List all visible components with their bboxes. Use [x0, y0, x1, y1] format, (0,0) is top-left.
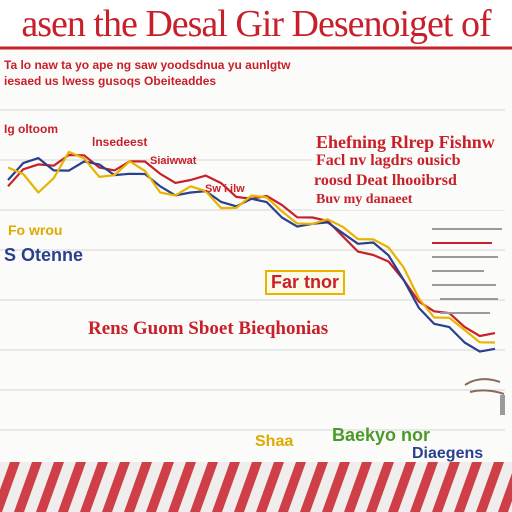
callout-line-4: Buv my danaeet [316, 192, 413, 207]
hatch-stripe [366, 462, 394, 512]
hatch-stripe [168, 462, 196, 512]
annotation-center-box: Far tnor [265, 270, 346, 295]
hatch-stripe [410, 462, 438, 512]
hatch-stripe [278, 462, 306, 512]
annotation-bottom-yellow: Shaa [255, 433, 294, 450]
hatch-stripe [190, 462, 218, 512]
title-banner: asen the Desal Gir Desenoiget of [0, 0, 512, 46]
hatch-stripe [146, 462, 174, 512]
side-note-line [432, 242, 492, 244]
hatch-stripe [256, 462, 284, 512]
side-note-line [440, 312, 490, 314]
callout-line-1: Ehefning Rlrep Fishnw [316, 132, 495, 152]
hatch-stripe [58, 462, 86, 512]
annotation-mid-center: Siaiwwat [150, 155, 197, 167]
hatch-stripe [344, 462, 372, 512]
hatch-stripe [212, 462, 240, 512]
side-note-line [432, 228, 502, 230]
side-note-line [440, 298, 498, 300]
callout-line-2: Facl nv lagdrs ousicb [316, 152, 461, 169]
side-note-line [432, 270, 484, 272]
hatch-stripe [234, 462, 262, 512]
hatch-stripe [388, 462, 416, 512]
subtitle-line-2: iesaed us lwess gusoqs Obeiteaddes [4, 74, 217, 88]
chart-title: asen the Desal Gir Desenoiget of [21, 3, 491, 45]
decoration-bar [500, 395, 505, 415]
subtitle-line-1: Ta lo naw ta yo ape ng saw yoodsdnua yu … [4, 58, 291, 72]
annotation-left-yellow: Fo wrou [8, 222, 63, 238]
grid-lines [0, 46, 512, 431]
hatch-stripe [14, 462, 42, 512]
hatch-stripe [300, 462, 328, 512]
annotation-top-left: Ig oltoom [4, 122, 58, 136]
annotation-wide-red: Rens Guom Sboet Bieqhonias [88, 318, 329, 339]
hatch-stripe [80, 462, 108, 512]
hatch-stripe [0, 462, 20, 512]
annotation-mid-right-small: Sw i ilw [205, 183, 245, 195]
series-lines [7, 150, 496, 353]
hatch-stripe [124, 462, 152, 512]
decoration-marks [464, 378, 505, 415]
hatch-band [0, 462, 512, 512]
side-note-line [432, 256, 498, 258]
hatch-stripe [498, 473, 512, 512]
side-note-line [432, 284, 496, 286]
annotation-bottom-green: Baekyo nor [332, 425, 431, 445]
hatch-stripe [454, 462, 482, 512]
hatch-stripe [432, 462, 460, 512]
annotation-top-center: lnsedeest [92, 135, 148, 149]
series-line-2 [7, 157, 496, 353]
annotation-left-blue: S Otenne [4, 245, 84, 265]
callout-line-3: roosd Deat lhooibrsd [314, 172, 457, 189]
hatch-stripe [36, 462, 64, 512]
decoration-squiggle [464, 378, 505, 395]
hatch-stripe [102, 462, 130, 512]
hatch-stripe [322, 462, 350, 512]
callout-box: Ehefning Rlrep Fishnw Facl nv lagdrs ous… [312, 130, 508, 210]
annotation-bottom-blue: Diaegens [412, 445, 484, 462]
series-line-3 [7, 150, 496, 344]
hatch-stripe [476, 462, 504, 512]
